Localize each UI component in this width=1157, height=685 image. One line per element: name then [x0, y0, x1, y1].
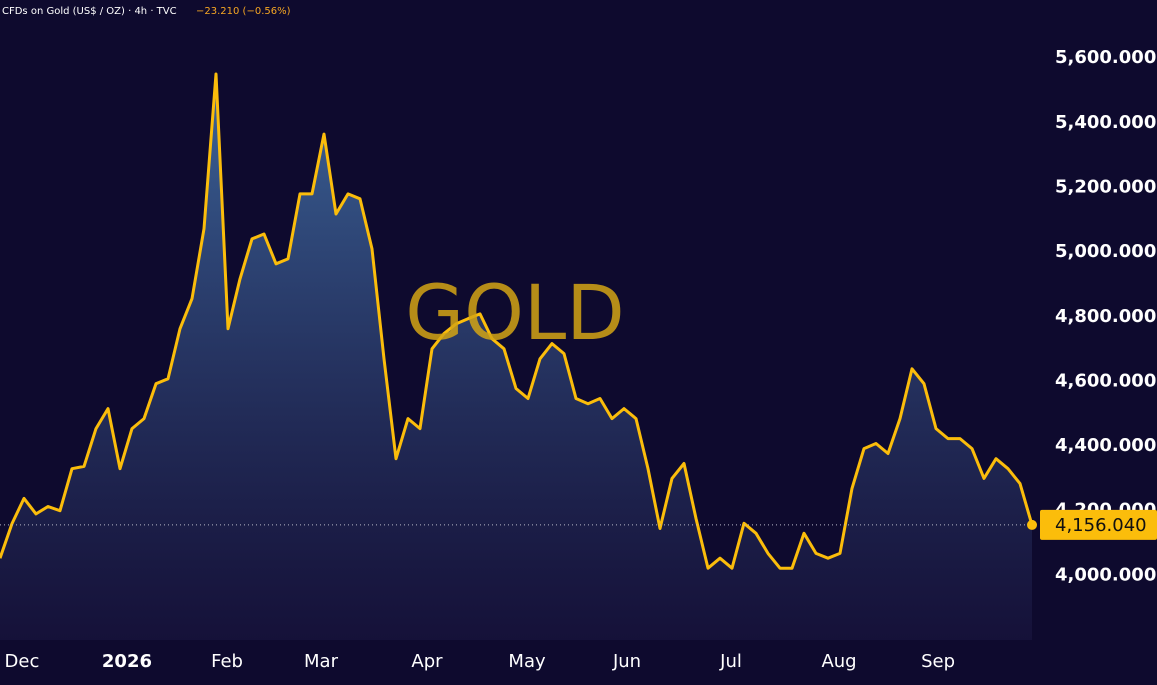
- y-tick-label: 5,600.000: [1055, 47, 1156, 68]
- last-price-label: 4,156.040: [1055, 515, 1147, 536]
- y-tick-label: 5,400.000: [1055, 112, 1156, 133]
- y-tick-label: 4,800.000: [1055, 306, 1156, 327]
- chart-title: CFDs on Gold (US$ / OZ) · 4h · TVC: [2, 6, 177, 17]
- x-tick-label: 2026: [102, 651, 152, 672]
- y-tick-label: 4,400.000: [1055, 435, 1156, 456]
- y-tick-label: 4,000.000: [1055, 564, 1156, 585]
- last-price-tag: [1040, 509, 1157, 540]
- watermark: GOLD: [405, 268, 625, 357]
- x-tick-label: May: [508, 651, 546, 672]
- x-tick-label: Aug: [821, 651, 856, 672]
- x-tick-label: Dec: [5, 651, 40, 672]
- price-line: [0, 72, 1034, 570]
- y-tick-label: 5,000.000: [1055, 241, 1156, 262]
- last-price-dot: [1027, 519, 1037, 530]
- x-tick-label: Jun: [612, 651, 641, 672]
- x-tick-label: Jul: [719, 651, 742, 672]
- x-tick-label: Feb: [211, 651, 243, 672]
- area-fill: [0, 74, 1032, 640]
- y-tick-label: 4,600.000: [1055, 370, 1156, 391]
- price-change: −23.210 (−0.56%): [196, 6, 291, 17]
- x-tick-label: Sep: [921, 651, 955, 672]
- x-tick-label: Mar: [304, 651, 339, 672]
- y-tick-label: 5,200.000: [1055, 176, 1156, 197]
- x-tick-label: Apr: [411, 651, 443, 672]
- plot-area: [0, 72, 1157, 640]
